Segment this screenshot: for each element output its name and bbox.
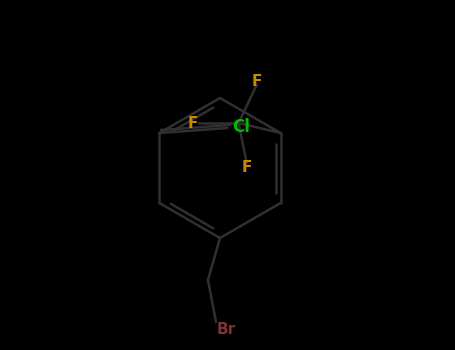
Text: Br: Br bbox=[217, 322, 236, 337]
Text: F: F bbox=[187, 116, 198, 131]
Text: Cl: Cl bbox=[233, 118, 250, 136]
Text: F: F bbox=[242, 161, 252, 175]
Text: F: F bbox=[252, 74, 262, 89]
